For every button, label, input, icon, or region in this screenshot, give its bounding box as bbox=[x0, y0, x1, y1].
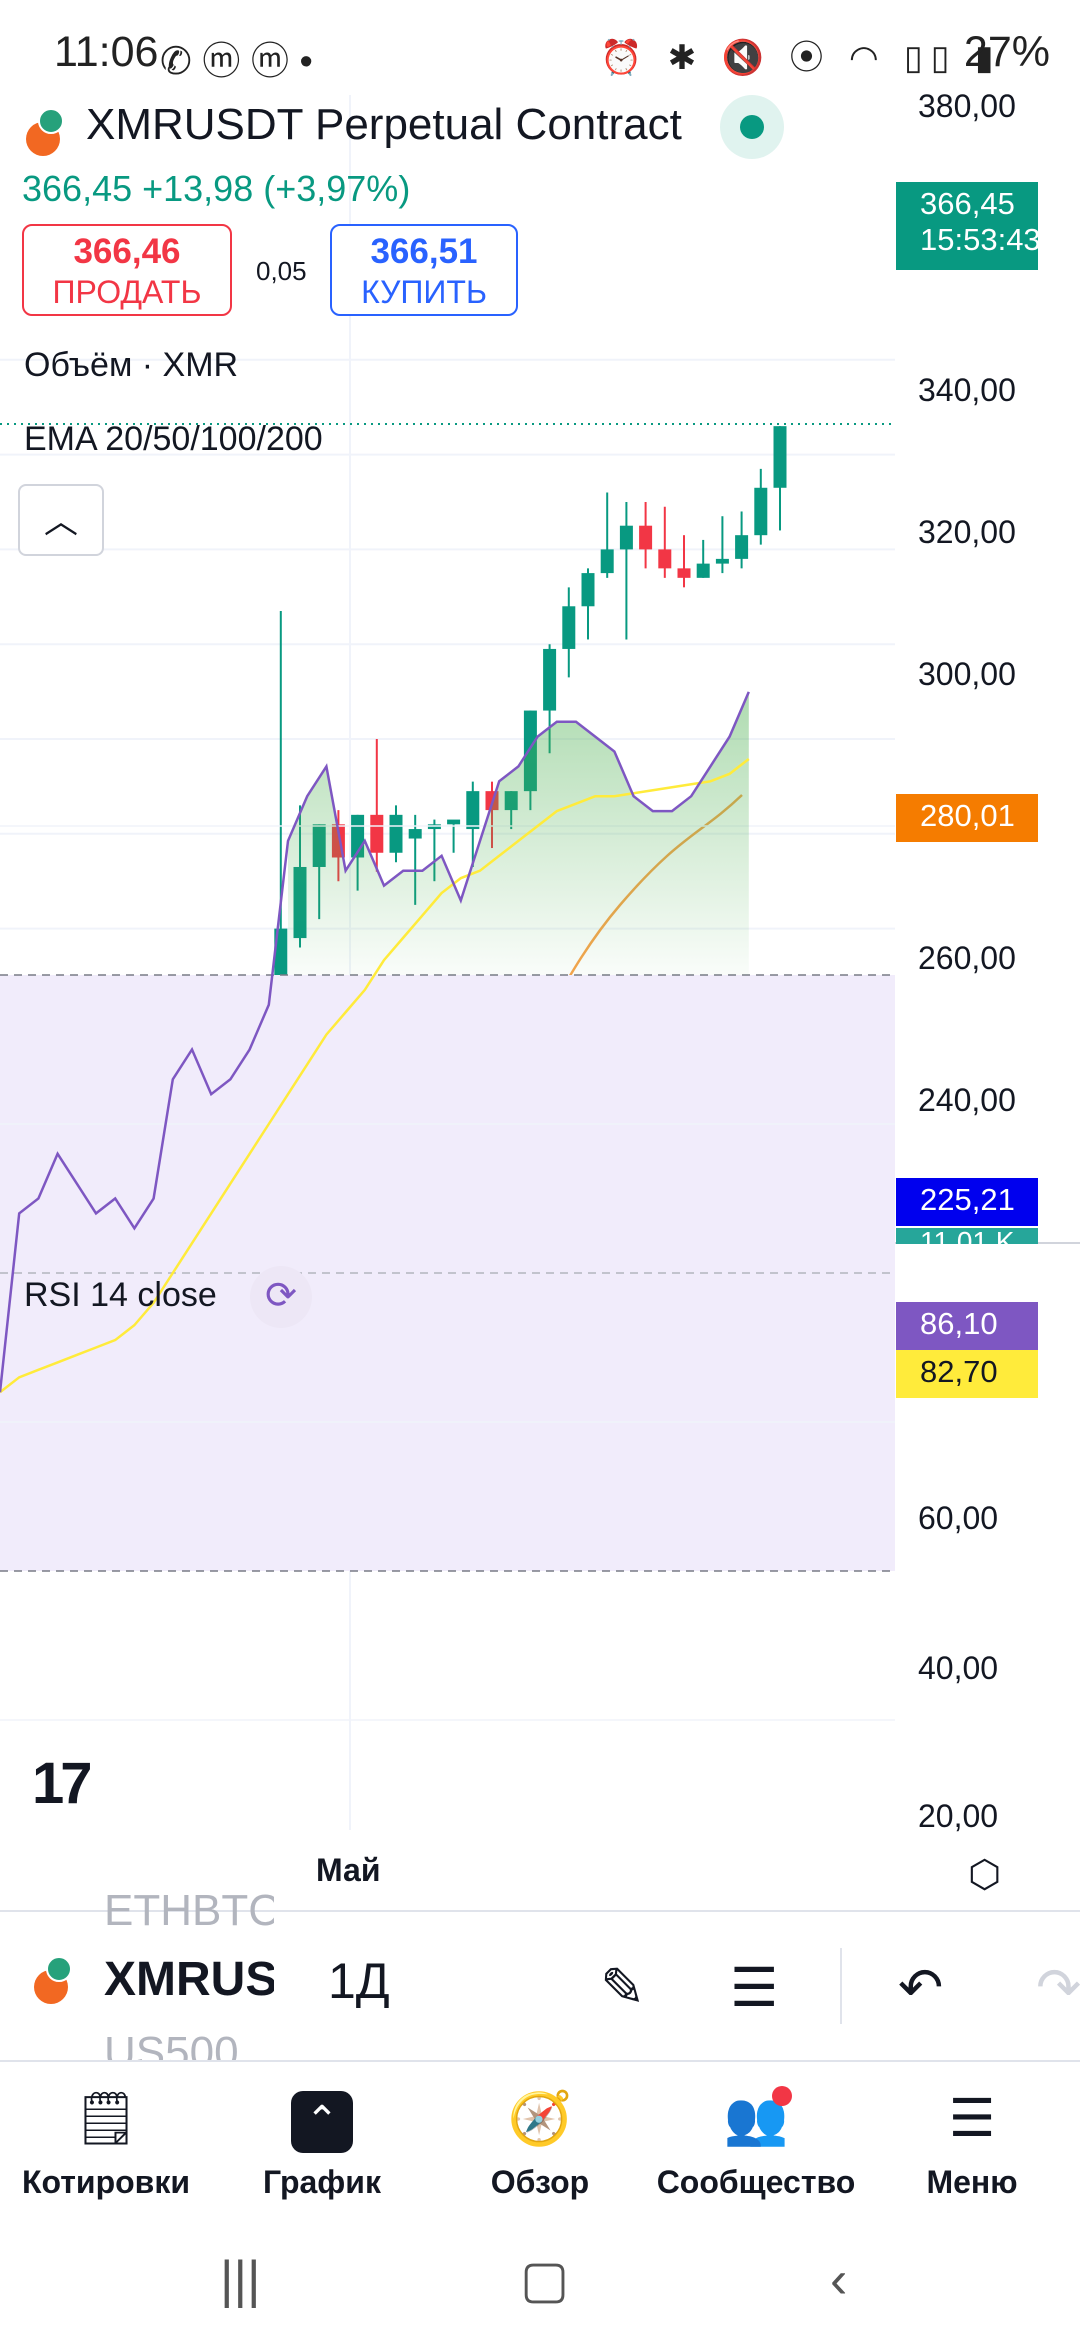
candle-body bbox=[370, 814, 384, 853]
ema-blue-tag: 225,21 bbox=[896, 1178, 1038, 1226]
symbol-ghost-above[interactable]: ETHBTC bbox=[104, 1886, 274, 1935]
candle-body bbox=[581, 573, 595, 607]
monero-coin-icon bbox=[34, 1956, 72, 2004]
rsi-overbought-fill bbox=[288, 691, 749, 975]
rsi-y-tick: 60,00 bbox=[918, 1500, 999, 1536]
candle-body bbox=[696, 563, 710, 578]
pencil-icon[interactable]: ✎ bbox=[600, 1958, 646, 2018]
notification-icons: ✆ ⓜ ⓜ • bbox=[160, 41, 313, 83]
nav-label: Сообщество bbox=[656, 2164, 856, 2200]
y-tick: 240,00 bbox=[918, 1082, 1016, 1118]
y-tick: 380,00 bbox=[918, 88, 1016, 124]
price-change: 366,45 +13,98 (+3,97%) bbox=[22, 168, 411, 209]
sliders-icon[interactable]: ☰ bbox=[730, 1958, 779, 2018]
nav-label: Меню bbox=[926, 2164, 1018, 2200]
rsi-y-tick: 40,00 bbox=[918, 1650, 999, 1686]
nav-overview[interactable]: 🧭 Обзор bbox=[440, 2082, 640, 2201]
candle-body bbox=[658, 549, 672, 569]
spread-value: 0,05 bbox=[256, 256, 307, 286]
status-time: 11:06 bbox=[54, 28, 159, 76]
system-icons: ⏰ ✱ 🔇 ⦿ ◠ ▯▯ ▮ bbox=[600, 39, 1002, 77]
timeframe-button[interactable]: 1Д bbox=[328, 1953, 390, 2009]
sell-price: 366,46 bbox=[73, 232, 181, 271]
volume-indicator-label[interactable]: Объём · XMR bbox=[24, 346, 239, 384]
rsi-tag: 86,10 bbox=[896, 1302, 1038, 1350]
y-tick: 320,00 bbox=[918, 514, 1016, 550]
status-bar: 11:06 ✆ ⓜ ⓜ • ⏰ ✱ 🔇 ⦿ ◠ ▯▯ ▮ 27% bbox=[0, 0, 1080, 100]
quotes-icon: 🗒 bbox=[72, 2090, 139, 2148]
sell-label: ПРОДАТЬ bbox=[52, 274, 202, 310]
community-icon: 👥 bbox=[656, 2082, 856, 2156]
buy-label: КУПИТЬ bbox=[361, 274, 487, 310]
symbol-selector[interactable]: XMRUSDT bbox=[104, 1953, 274, 2006]
battery-text: 27% bbox=[963, 28, 1050, 76]
chevron-up-icon: ︿ bbox=[44, 503, 78, 541]
rsi-pane bbox=[0, 691, 895, 1721]
ema-orange-tag: 280,01 bbox=[896, 794, 1038, 842]
menu-icon: ☰ bbox=[948, 2090, 996, 2148]
bottom-nav: 🗒 Котировки ⌃ График 🧭 Обзор 👥 Сообществ… bbox=[0, 2060, 1080, 2220]
candle-body bbox=[773, 426, 787, 488]
volume-tag: 11,01 K bbox=[896, 1228, 1038, 1244]
nav-menu[interactable]: ☰ Меню bbox=[872, 2082, 1072, 2201]
nav-community[interactable]: 👥 Сообщество bbox=[656, 2082, 856, 2201]
candle-body bbox=[677, 568, 691, 578]
candle-body bbox=[543, 648, 557, 711]
chart-icon: ⌃ bbox=[222, 2082, 422, 2156]
last-price: 366,45 bbox=[920, 186, 1015, 221]
rsi-ma-line bbox=[0, 757, 750, 1394]
candle-body bbox=[735, 535, 749, 559]
y-tick: 300,00 bbox=[918, 656, 1016, 692]
refresh-icon[interactable]: ⟳ bbox=[250, 1266, 312, 1328]
system-nav-bar: ||| ▢ ‹ bbox=[0, 2220, 1080, 2340]
home-icon[interactable]: ▢ bbox=[520, 2251, 570, 2309]
candle-body bbox=[600, 549, 614, 574]
candle-body bbox=[408, 829, 422, 839]
time-axis-month: Май bbox=[316, 1852, 381, 1888]
market-status-dot[interactable] bbox=[720, 95, 784, 159]
last-price-tag: 366,45 15:53:43 bbox=[896, 182, 1041, 270]
chart-area[interactable] bbox=[0, 95, 1080, 1880]
candle-body bbox=[715, 558, 729, 564]
bar-countdown: 15:53:43 bbox=[920, 222, 1041, 257]
nav-label: Котировки bbox=[21, 2164, 191, 2200]
y-tick: 260,00 bbox=[918, 940, 1016, 976]
sell-button[interactable]: 366,46 ПРОДАТЬ bbox=[22, 224, 232, 316]
rsi-ma-tag: 82,70 bbox=[896, 1350, 1038, 1398]
rsi-label[interactable]: RSI 14 close bbox=[24, 1276, 217, 1314]
rsi-y-tick: 20,00 bbox=[918, 1798, 999, 1834]
candle-body bbox=[754, 487, 768, 536]
candle-body bbox=[389, 814, 403, 853]
toolbar-divider bbox=[840, 1948, 842, 2024]
nav-label: График bbox=[263, 2164, 381, 2200]
candle-body bbox=[447, 819, 461, 825]
candle-body bbox=[466, 791, 480, 830]
monero-coin-icon bbox=[26, 108, 64, 156]
rsi-line bbox=[0, 691, 750, 1393]
ema-indicator-label[interactable]: EMA 20/50/100/200 bbox=[24, 420, 323, 458]
back-icon[interactable]: ‹ bbox=[830, 2251, 848, 2309]
notification-dot bbox=[772, 2086, 792, 2106]
bottom-toolbar: ETHBTC XMRUSDT US500 1Д ✎ ☰ ↶ ↷ bbox=[0, 1886, 1080, 2077]
nav-chart[interactable]: ⌃ График bbox=[222, 2082, 422, 2201]
candle-body bbox=[562, 606, 576, 649]
redo-icon[interactable]: ↷ bbox=[1036, 1958, 1080, 2018]
symbol-title[interactable]: XMRUSDT Perpetual Contract bbox=[86, 100, 682, 149]
collapse-legend-button[interactable]: ︿ bbox=[18, 484, 104, 556]
tradingview-logo-icon: 17 bbox=[32, 1751, 92, 1816]
buy-price: 366,51 bbox=[370, 232, 478, 271]
candle-body bbox=[619, 525, 633, 550]
buy-button[interactable]: 366,51 КУПИТЬ bbox=[330, 224, 518, 316]
chart-settings-icon[interactable]: ⬡ bbox=[968, 1854, 1002, 1896]
undo-icon[interactable]: ↶ bbox=[898, 1958, 944, 2018]
candle-body bbox=[639, 525, 653, 550]
compass-icon: 🧭 bbox=[507, 2090, 573, 2148]
recents-icon[interactable]: ||| bbox=[220, 2251, 261, 2309]
nav-quotes[interactable]: 🗒 Котировки bbox=[6, 2082, 206, 2201]
nav-label: Обзор bbox=[490, 2164, 590, 2200]
y-tick: 340,00 bbox=[918, 372, 1016, 408]
